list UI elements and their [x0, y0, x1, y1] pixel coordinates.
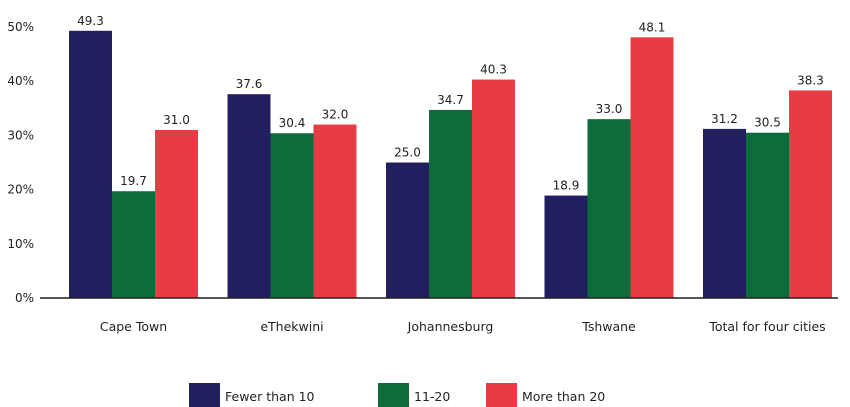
- bar: [703, 128, 746, 298]
- bar: [155, 129, 198, 298]
- data-label: 32.0: [322, 108, 349, 122]
- data-label: 38.3: [797, 73, 824, 87]
- y-tick-label: 50%: [7, 20, 34, 34]
- y-tick-label: 0%: [15, 291, 34, 305]
- data-label: 30.5: [754, 116, 781, 130]
- y-tick-label: 20%: [7, 183, 34, 197]
- data-label: 48.1: [639, 20, 666, 34]
- bar: [789, 90, 832, 298]
- legend-swatch: [486, 383, 517, 407]
- data-label: 49.3: [77, 14, 104, 28]
- y-axis-ticks: 0% 10% 20% 30% 40% 50%: [7, 20, 34, 305]
- y-tick-label: 10%: [7, 237, 34, 251]
- data-label: 31.2: [711, 112, 738, 126]
- data-label: 40.3: [480, 63, 507, 77]
- bar: [746, 132, 789, 298]
- data-label: 18.9: [553, 179, 580, 193]
- category-label: Total for four cities: [708, 319, 825, 334]
- category-label: Tshwane: [581, 319, 636, 334]
- bar: [630, 37, 674, 298]
- y-tick-label: 30%: [7, 128, 34, 142]
- x-axis-labels: Cape Town eThekwini Johannesburg Tshwane Tot…: [100, 319, 826, 334]
- data-label: 33.0: [596, 102, 623, 116]
- y-tick-label: 40%: [7, 74, 34, 88]
- bar: [386, 162, 429, 298]
- data-label: 31.0: [163, 113, 190, 127]
- data-label: 25.0: [394, 146, 421, 160]
- bar: [472, 79, 515, 298]
- data-label: 19.7: [120, 174, 147, 188]
- legend-swatch: [189, 383, 220, 407]
- data-label: 34.7: [437, 93, 464, 107]
- bar: [227, 94, 271, 298]
- bar: [112, 191, 155, 298]
- category-label: Johannesburg: [407, 319, 494, 334]
- bar: [270, 133, 314, 298]
- bar: [69, 30, 112, 298]
- legend: Fewer than 10 11-20 More than 20: [189, 383, 605, 407]
- legend-swatch: [378, 383, 409, 407]
- bar: [429, 109, 472, 299]
- legend-label: 11-20: [414, 389, 450, 404]
- data-label: 30.4: [279, 116, 306, 130]
- category-label: eThekwini: [260, 319, 323, 334]
- category-label: Cape Town: [100, 319, 167, 334]
- bar: [544, 195, 588, 298]
- data-labels: 49.3 19.7 31.0 37.6 30.4 32.0 25.0 34.7 40.3 18.9…: [77, 14, 824, 193]
- bars: [69, 30, 832, 299]
- bar: [587, 119, 631, 298]
- legend-label: More than 20: [522, 389, 605, 404]
- data-label: 37.6: [236, 77, 263, 91]
- legend-label: Fewer than 10: [225, 389, 315, 404]
- bar: [313, 124, 357, 298]
